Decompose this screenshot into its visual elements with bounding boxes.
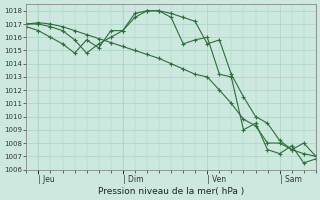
X-axis label: Pression niveau de la mer( hPa ): Pression niveau de la mer( hPa ) xyxy=(98,187,244,196)
